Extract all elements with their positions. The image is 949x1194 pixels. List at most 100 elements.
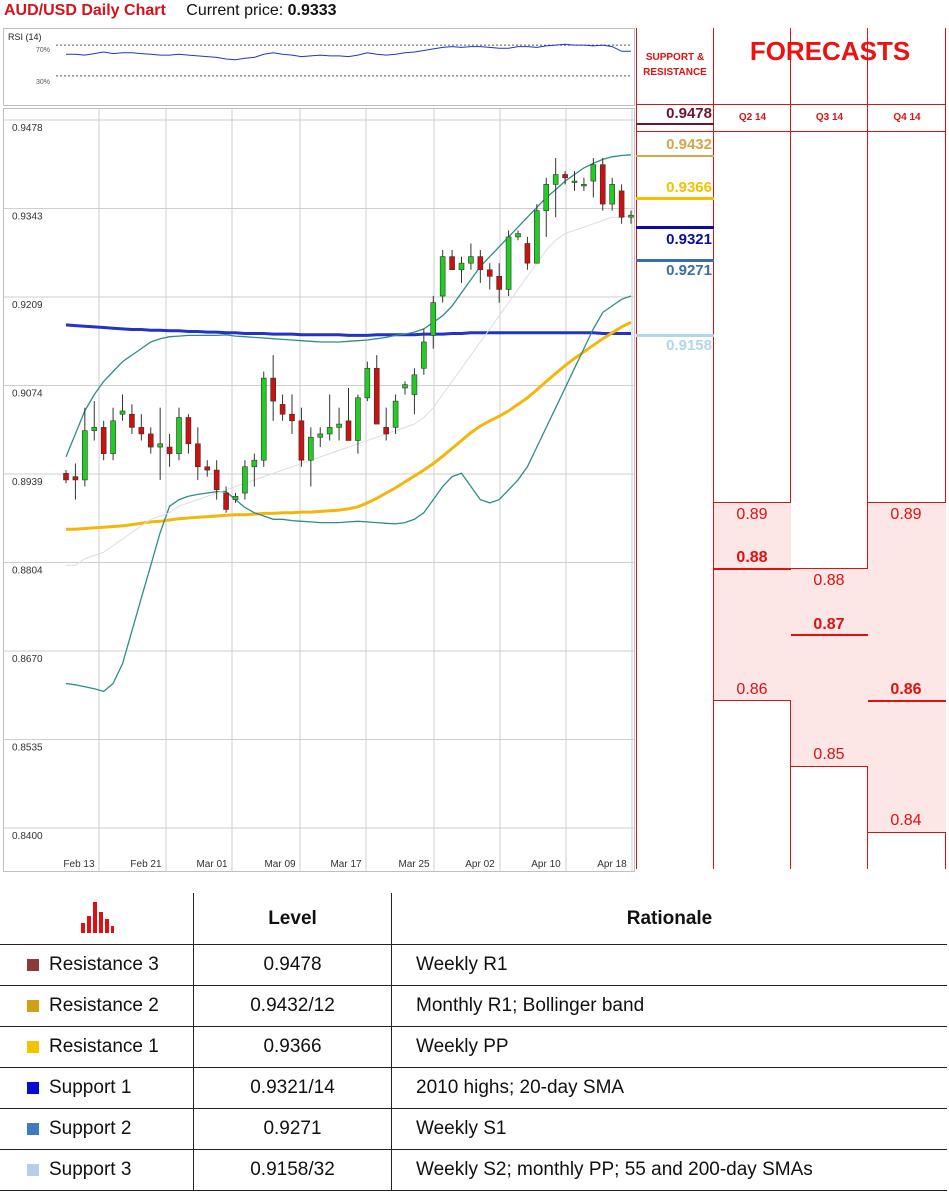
q2-high-value: 0.89 [736,506,768,523]
header-level: Level [193,893,392,945]
candle-body [82,430,88,481]
x-tick-label: Feb 21 [130,859,162,870]
table-row: Resistance 2 0.9432/12 Monthly R1; Bolli… [0,985,947,1027]
candle-body [157,443,163,448]
row-level: 0.9478 [193,944,392,986]
table-header-row: Level Rationale [0,893,947,945]
rsi-plot [56,43,632,77]
q3-median-line [791,634,868,636]
row-name: Support 3 [49,1159,132,1180]
x-tick-label: Mar 01 [196,859,228,870]
candle-body [628,214,634,218]
q4-low-value: 0.84 [890,812,922,829]
x-tick-label: Mar 25 [398,859,430,870]
current-price-label: Current price: [186,2,284,19]
candle-body [496,276,502,290]
candle-body [439,256,446,297]
candle-body [543,184,550,211]
y-tick-label: 0.8670 [12,654,43,665]
current-price-value: 0.9333 [287,2,337,19]
candle-body [336,423,342,428]
quarter-header-row: Q2 14 Q3 14 Q4 14 [636,104,946,132]
q4-forecast-band [868,502,946,833]
candle-body [100,427,107,454]
chart-title: AUD/USD Daily Chart [4,2,166,19]
candle-body [204,466,211,471]
y-tick-label: 0.8939 [12,477,43,488]
row-name: Resistance 2 [49,995,159,1016]
q3-mid-value: 0.87 [813,616,845,633]
q2-low-value: 0.86 [736,681,768,698]
table-row: Resistance 3 0.9478 Weekly R1 [0,944,947,986]
x-tick-label: Apr 10 [531,859,561,870]
candle-body [609,184,615,205]
swatch-support-3 [27,1163,39,1176]
y-tick-label: 0.9074 [12,389,43,400]
level-line-r2 [636,155,714,157]
forecasts-title: FORECASTS [749,36,911,66]
candle-body [468,256,474,264]
level-line-r1 [636,197,714,200]
candle-body [581,184,587,187]
q4-high-value: 0.89 [890,506,922,523]
sr-title-line-1: SUPPORT & [645,52,705,63]
candle-body [430,302,437,336]
level-value-s1: 0.9321 [666,231,712,248]
candle-body [270,377,276,402]
candle-body [618,190,625,218]
rsi-panel: RSI (14) 70% 30% [3,28,635,106]
candle-body [477,256,484,271]
y-tick-label: 0.8535 [12,743,43,754]
x-tick-label: Mar 17 [330,859,362,870]
candle-body [129,413,135,428]
q2-median-line [714,568,791,570]
candle-body [213,469,220,491]
q4-median-line [868,700,946,702]
q3-forecast-band [791,568,868,767]
candle-body [392,400,399,428]
price-chart: 0.9478 0.9343 0.9209 0.9074 0.8939 0.8804 0.86… [3,108,635,872]
x-tick-label: Feb 13 [63,859,95,870]
swatch-support-1 [27,1081,39,1094]
support-resistance-title: SUPPORT & RESISTANCE [636,50,714,80]
y-tick-label: 0.9478 [12,123,43,134]
candle-body [317,433,324,438]
candle-body [176,417,182,454]
y-tick-label: 0.8400 [12,831,43,842]
level-value-s2: 0.9271 [666,262,712,279]
rsi-line [66,43,631,61]
candle-body [524,243,531,264]
x-tick-label: Apr 18 [597,859,627,870]
candle-body [63,473,69,481]
x-tick-label: Mar 09 [264,859,296,870]
table-row: Support 1 0.9321/14 2010 highs; 20-day S… [0,1067,947,1109]
candle-body [590,164,597,182]
candle-body [223,492,229,510]
rsi-label: RSI (14) [8,32,42,42]
candle-body [119,410,126,415]
forecast-panel: SUPPORT & RESISTANCE FORECASTS Q2 14 Q3 … [636,28,946,870]
header-rationale: Rationale [391,893,947,945]
row-level: 0.9321/14 [193,1067,392,1109]
level-line-s1 [636,226,714,229]
sma-55-line [66,320,632,531]
candle-body [534,210,540,264]
candle-body [185,417,192,445]
row-level: 0.9271 [193,1108,392,1150]
candle-body [110,420,116,454]
levels-table: Level Rationale Resistance 3 0.9478 Week… [0,893,947,1191]
level-line-r3 [636,123,714,125]
x-tick-label: Apr 02 [465,859,495,870]
candle-body [552,174,559,185]
row-level: 0.9366 [193,1026,392,1068]
candle-body [402,384,408,389]
candle-body [505,236,512,290]
candle-body [345,420,352,441]
candle-body [421,341,427,369]
swatch-resistance-3 [27,958,39,971]
y-tick-label: 0.8804 [12,566,43,577]
row-level: 0.9158/32 [193,1149,392,1191]
candle-body [166,446,173,454]
q2-forecast-band [714,502,791,701]
chart-header: AUD/USD Daily Chart Current price: 0.933… [4,2,337,26]
